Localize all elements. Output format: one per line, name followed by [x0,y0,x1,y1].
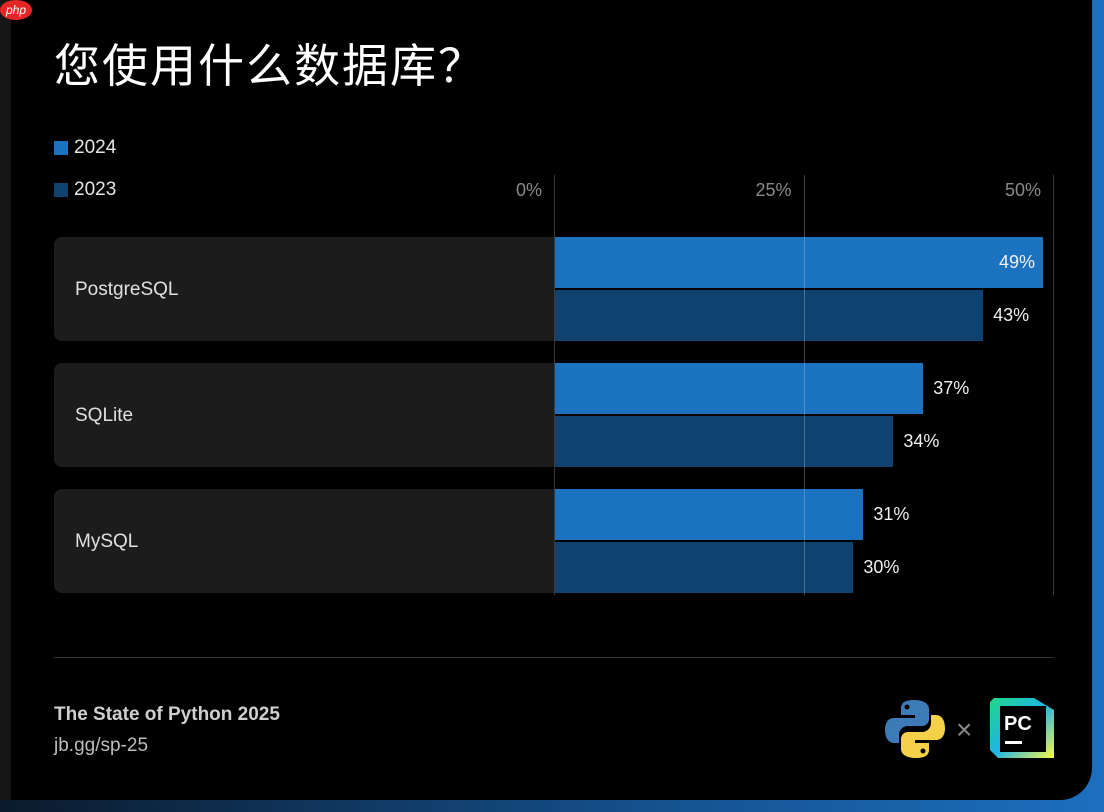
pycharm-logo-icon: PC [990,698,1054,758]
python-logo-icon [885,700,945,758]
chart-title: 您使用什么数据库？ [54,39,486,93]
bar-2023 [554,290,984,341]
data-label: 37% [933,378,970,398]
side-strip [0,0,11,800]
chart-card: php 您使用什么数据库？ 2024 2023 PostgreSQL SQLite… [0,0,1092,800]
category-label: MySQL [75,531,139,552]
legend-swatch [54,141,68,155]
bar-2023 [554,542,854,593]
divider [54,657,1054,658]
category-label: SQLite [75,405,134,426]
legend-swatch [54,183,68,197]
footer-link[interactable]: jb.gg/sp-25 [54,735,149,756]
data-label: 30% [863,557,900,577]
category-band [54,237,554,341]
gridline [1053,175,1054,595]
data-label: 34% [903,431,940,451]
data-label: 43% [993,305,1030,325]
php-watermark-logo: php [0,0,32,20]
gridline [803,175,805,595]
x-tick-label: 0% [515,180,542,200]
data-label: 49% [999,252,1036,272]
legend-item-2024: 2024 [54,137,116,159]
bar-2024 [554,237,1044,288]
gridline [554,175,555,595]
x-tick-label: 25% [755,180,792,200]
bar-2023 [554,416,894,467]
times-icon: × [956,714,973,745]
bar-2024 [554,489,864,540]
legend-item-2023: 2023 [54,179,116,201]
footer-title: The State of Python 2025 [54,704,280,725]
category-band [54,363,554,467]
category-band [54,489,554,593]
category-label: PostgreSQL [75,279,179,300]
pycharm-logo-text: PC [1004,713,1032,735]
legend-label: 2023 [74,179,117,200]
data-label: 31% [873,504,910,524]
legend-label: 2024 [74,137,117,158]
x-tick-label: 50% [1004,180,1041,200]
bar-2024 [554,363,924,414]
